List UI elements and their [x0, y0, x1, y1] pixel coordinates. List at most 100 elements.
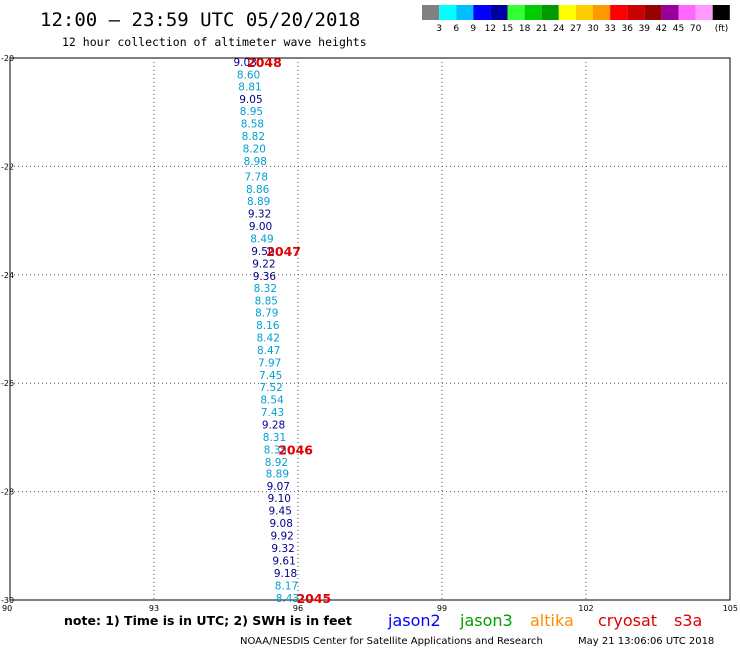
wave-height-point: 9.07 [267, 481, 290, 493]
legend-swatch [541, 5, 559, 20]
legend-swatch [627, 5, 645, 20]
wave-height-point: 8.35 [264, 444, 287, 456]
satellite-name: cryosat [598, 611, 657, 630]
x-tick-label: 105 [723, 604, 738, 613]
footer-note: note: 1) Time is in UTC; 2) SWH is in fe… [64, 613, 352, 628]
wave-height-point: 7.45 [259, 370, 282, 382]
wave-height-point: 8.89 [247, 196, 270, 208]
legend-unit: (ft) [715, 24, 729, 34]
legend-label: 33 [604, 24, 615, 34]
wave-height-point: 9.08 [270, 518, 293, 530]
wave-height-point: 8.92 [265, 457, 288, 469]
wave-height-point: 8.16 [256, 320, 280, 332]
legend-swatch [678, 5, 696, 20]
wave-height-point: 9.05 [239, 94, 262, 106]
wave-height-point: 8.95 [240, 106, 263, 118]
wave-height-point: 8.32 [254, 283, 277, 295]
legend-label: 9 [470, 24, 476, 34]
wave-height-point: 8.98 [244, 156, 267, 168]
wave-height-point: 9.50 [251, 246, 274, 258]
wave-height-point: 8.60 [237, 69, 260, 81]
wave-height-point: 7.78 [245, 172, 268, 184]
legend-swatch [507, 5, 525, 20]
wave-height-point: 8.82 [242, 131, 265, 143]
pass-time-label: 2045 [296, 591, 331, 606]
legend-swatch [712, 5, 730, 20]
satellite-name: jason3 [459, 611, 513, 630]
wave-height-point: 9.61 [272, 555, 295, 567]
satellite-legend: jason2 jason3 altika cryosat s3a [387, 611, 702, 630]
legend-swatch [575, 5, 593, 20]
legend-swatch [524, 5, 542, 20]
legend-swatch [490, 5, 508, 20]
wave-height-point: 7.52 [259, 382, 282, 394]
x-tick-label: 96 [293, 604, 303, 613]
legend-label: 6 [453, 24, 459, 34]
wave-height-point: 8.89 [266, 469, 289, 481]
wave-height-point: 8.17 [275, 580, 298, 592]
footer-timestamp: May 21 13:06:06 UTC 2018 [578, 636, 714, 647]
y-tick-label: -24 [1, 271, 14, 280]
wave-height-point: 8.81 [238, 82, 261, 94]
wave-height-point: 7.43 [261, 407, 284, 419]
axis-labels: 90 93 96 99 102 105 -20 -22 -24 -26 -28 -30 [1, 54, 738, 613]
legend-swatch [558, 5, 576, 20]
satellite-name: altika [530, 611, 574, 630]
satellite-name: s3a [674, 611, 702, 630]
legend-swatch [439, 5, 457, 20]
wave-height-point: 8.79 [255, 308, 278, 320]
wave-height-point: 8.42 [257, 333, 280, 345]
wave-height-point: 9.10 [268, 493, 291, 505]
wave-height-point: 8.31 [263, 432, 286, 444]
wave-height-point: 9.32 [271, 543, 294, 555]
grid-lines [10, 58, 730, 600]
legend-swatch [593, 5, 611, 20]
wave-height-point: 8.85 [255, 295, 278, 307]
legend-label: 39 [639, 24, 651, 34]
wave-height-point: 8.54 [260, 394, 284, 406]
x-tick-label: 90 [2, 604, 12, 613]
pass-time-label: 2048 [247, 55, 282, 70]
legend-swatch [473, 5, 491, 20]
legend-label: 45 [673, 24, 684, 34]
legend-label: 15 [502, 24, 513, 34]
wave-height-point: 9.03 [234, 57, 257, 69]
chart-title: 12:00 – 23:59 UTC 05/20/2018 [40, 9, 360, 31]
legend-label: 24 [553, 24, 565, 34]
footer-credit: NOAA/NESDIS Center for Satellite Applica… [240, 636, 543, 647]
legend-label: 3 [436, 24, 442, 34]
wave-height-point: 9.32 [248, 209, 271, 221]
wave-height-point: 9.28 [262, 419, 285, 431]
plot-frame [9, 57, 731, 601]
altimeter-track: 9.038.608.819.058.958.588.828.208.98 7.78… [234, 55, 332, 606]
y-tick-label: -28 [1, 488, 14, 497]
legend-swatch [661, 5, 679, 20]
chart-subtitle: 12 hour collection of altimeter wave hei… [62, 35, 367, 49]
legend-swatch [456, 5, 474, 20]
legend-label: 12 [485, 24, 496, 34]
x-tick-label: 99 [437, 604, 447, 613]
y-tick-label: -20 [1, 54, 14, 63]
legend-swatch [644, 5, 662, 20]
legend-label: 18 [519, 24, 531, 34]
wave-height-point: 8.86 [246, 184, 270, 196]
legend-swatch [610, 5, 628, 20]
legend-label: 70 [690, 24, 702, 34]
satellite-name: jason2 [387, 611, 441, 630]
legend-label: 30 [587, 24, 599, 34]
wave-height-point: 7.97 [258, 358, 281, 370]
legend-label: 21 [536, 24, 547, 34]
y-tick-label: -22 [1, 162, 14, 171]
wave-height-point: 8.47 [257, 345, 280, 357]
legend-swatch [695, 5, 713, 20]
x-tick-label: 93 [149, 604, 159, 613]
wave-height-point: 9.92 [270, 531, 293, 543]
wave-height-point: 9.22 [252, 258, 275, 270]
wave-height-point: 9.18 [274, 568, 297, 580]
wave-height-point: 9.36 [253, 271, 277, 283]
wave-height-point: 9.45 [269, 506, 292, 518]
y-tick-label: -30 [1, 596, 14, 605]
wave-height-point: 8.58 [241, 119, 264, 131]
wave-height-point: 9.00 [249, 221, 272, 233]
legend-swatch [422, 5, 440, 20]
